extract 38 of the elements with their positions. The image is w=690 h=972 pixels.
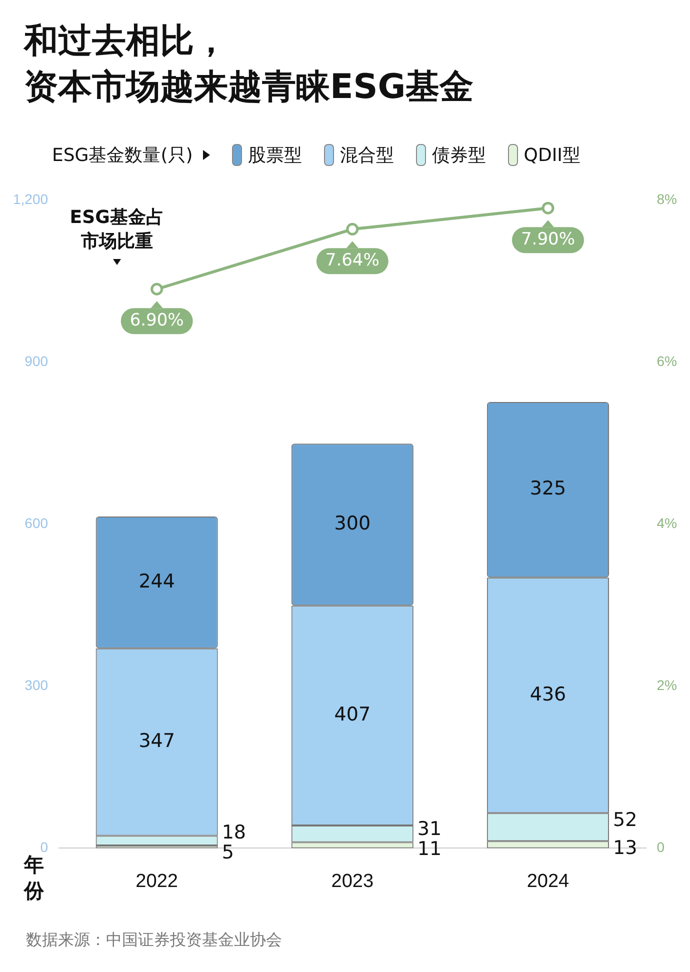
data-label: 52	[612, 809, 638, 832]
point	[346, 222, 359, 236]
x-tick-label: 2024	[526, 870, 570, 892]
y-tick-label: 1,200	[12, 190, 48, 207]
y-tick-label: 600	[24, 514, 48, 531]
data-label: 325	[530, 478, 566, 500]
legend-label: 债券型	[432, 144, 486, 167]
x-tick-label: 2022	[136, 870, 178, 892]
data-label: 7.64%	[325, 250, 380, 271]
data-label: 436	[530, 683, 566, 706]
y2-tick-label: 4%	[656, 514, 677, 531]
data-label: 7.90%	[520, 230, 575, 250]
point	[542, 202, 554, 214]
data-label: 407	[334, 704, 371, 726]
point	[150, 282, 164, 296]
data-label: 347	[138, 730, 175, 752]
legend-title: ESG基金数量(只)	[52, 144, 193, 167]
y2-tick-label: 0	[656, 839, 665, 856]
y2-tick-label: 2%	[656, 677, 677, 694]
series-label: ESG基金占市场比重	[70, 206, 164, 252]
source-note: 数据来源：中国证券投资基金业协会	[26, 930, 282, 951]
chart-title: 和过去相比，资本市场越来越青睐ESG基金	[24, 21, 474, 107]
data-label: 13	[612, 837, 638, 860]
legend-label: 股票型	[248, 144, 302, 167]
data-label: 11	[417, 838, 442, 860]
data-label: 300	[334, 512, 371, 535]
y-tick-label: 300	[24, 677, 48, 694]
x-tick-label: 2023	[331, 870, 374, 892]
data-label: 5	[222, 841, 234, 864]
y2-tick-label: 6%	[656, 352, 677, 369]
data-label: 31	[417, 818, 442, 840]
data-label: 18	[222, 821, 246, 844]
legend-label: 混合型	[340, 144, 394, 167]
legend-label: QDII型	[524, 144, 580, 167]
data-label: 6.90%	[130, 310, 184, 331]
y-tick-label: 900	[24, 352, 48, 369]
data-label: 244	[138, 570, 175, 592]
y2-tick-label: 8%	[656, 190, 677, 207]
